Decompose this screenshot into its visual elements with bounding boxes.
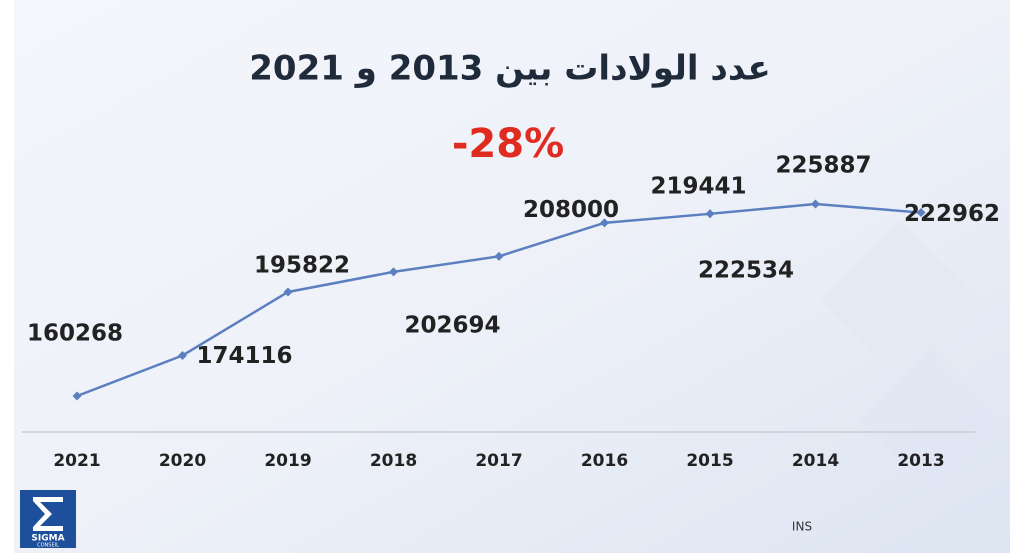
x-tick-label: 2013 (897, 451, 944, 471)
x-tick-label: 2016 (581, 451, 628, 471)
data-label: 222962 (904, 201, 1000, 227)
logo-icon (33, 497, 63, 531)
source: INS (792, 520, 812, 534)
point (811, 199, 820, 209)
point (72, 391, 82, 401)
data-label: 202694 (404, 312, 500, 338)
decoration (820, 220, 990, 390)
data-label: 222534 (698, 257, 794, 283)
point (389, 267, 398, 277)
logo-name: SIGMA (31, 534, 64, 544)
data-label: 225887 (775, 153, 871, 179)
data-label: 195822 (254, 252, 350, 278)
x-tick-label: 2018 (370, 451, 417, 471)
x-tick-label: 2020 (159, 451, 206, 471)
x-tick-label: 2021 (53, 451, 100, 471)
point (178, 350, 187, 360)
decoration (860, 350, 1005, 495)
point (916, 208, 926, 218)
point (705, 209, 715, 219)
x-tick-label: 2019 (264, 451, 311, 471)
logo-tagline: CONSEIL (37, 543, 59, 549)
x-tick-label: 2015 (686, 451, 733, 471)
data-label: 219441 (650, 173, 746, 199)
subtitle: -28% (452, 121, 564, 167)
data-label: 174116 (196, 343, 292, 369)
data-label: 208000 (523, 197, 619, 223)
point (494, 251, 504, 261)
x-tick-label: 2014 (792, 451, 839, 471)
point (600, 218, 609, 228)
x-tick-label: 2017 (475, 451, 522, 471)
chart-title: عدد الولادات بين 2013 و 2021 (249, 49, 770, 89)
point (283, 287, 293, 297)
data-label: 160268 (27, 321, 123, 347)
